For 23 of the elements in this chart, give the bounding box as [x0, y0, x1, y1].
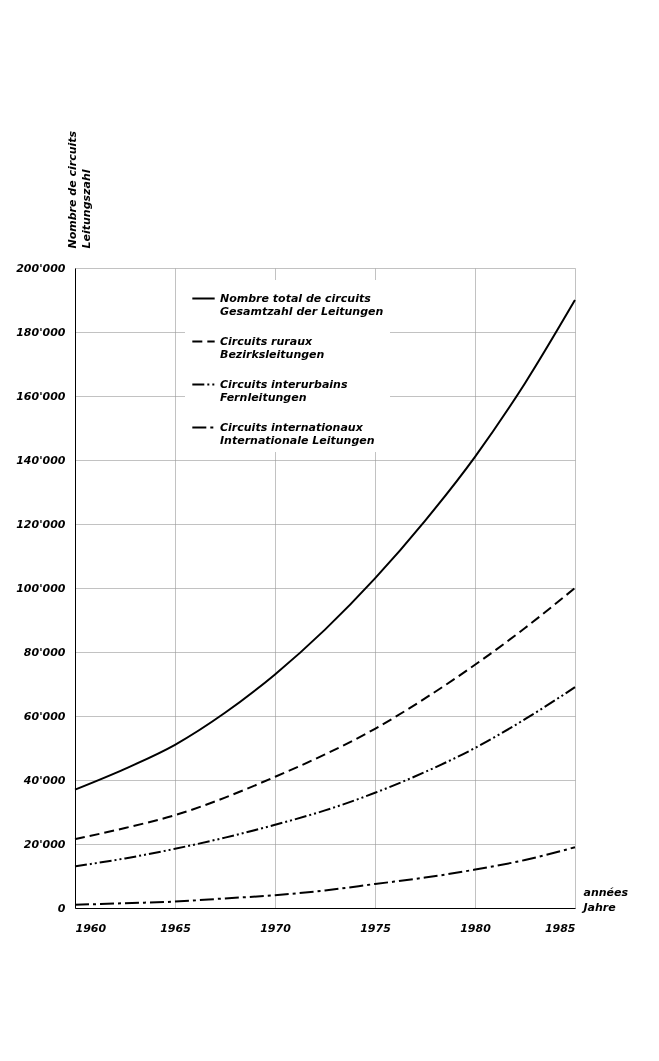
y-tick-label: 120'000 — [16, 517, 66, 531]
legend-label: Nombre total de circuits Gesamtzahl der Leitungen — [220, 291, 384, 318]
legend-label: Circuits internationaux Internationale Leitungen — [220, 420, 375, 447]
x-tick-label: 1970 — [260, 921, 292, 935]
y-axis-title: Nombre de circuits Leitungszahl — [65, 130, 93, 249]
y-tick-label: 180'000 — [16, 325, 66, 339]
y-tick-label: 0 — [57, 901, 66, 915]
legend-label: Circuits ruraux Bezirksleitungen — [220, 334, 325, 361]
x-tick-label: 1985 — [544, 921, 576, 935]
y-tick-label: 200'000 — [16, 261, 66, 275]
y-tick-label: 160'000 — [16, 389, 66, 403]
x-tick-label: 1965 — [160, 921, 192, 935]
y-tick-label: 60'000 — [23, 709, 66, 723]
y-tick-label: 20'000 — [23, 837, 66, 851]
x-tick-label: 1980 — [460, 921, 492, 935]
x-axis-title: années Jahre — [581, 885, 629, 914]
y-tick-label: 140'000 — [16, 453, 66, 467]
legend-label: Circuits interurbains Fernleitungen — [220, 377, 348, 404]
x-tick-label: 1960 — [75, 921, 107, 935]
y-tick-label: 40'000 — [22, 773, 66, 787]
y-tick-label: 80'000 — [23, 645, 66, 659]
y-tick-label: 100'000 — [16, 581, 66, 595]
x-tick-label: 1975 — [360, 921, 392, 935]
